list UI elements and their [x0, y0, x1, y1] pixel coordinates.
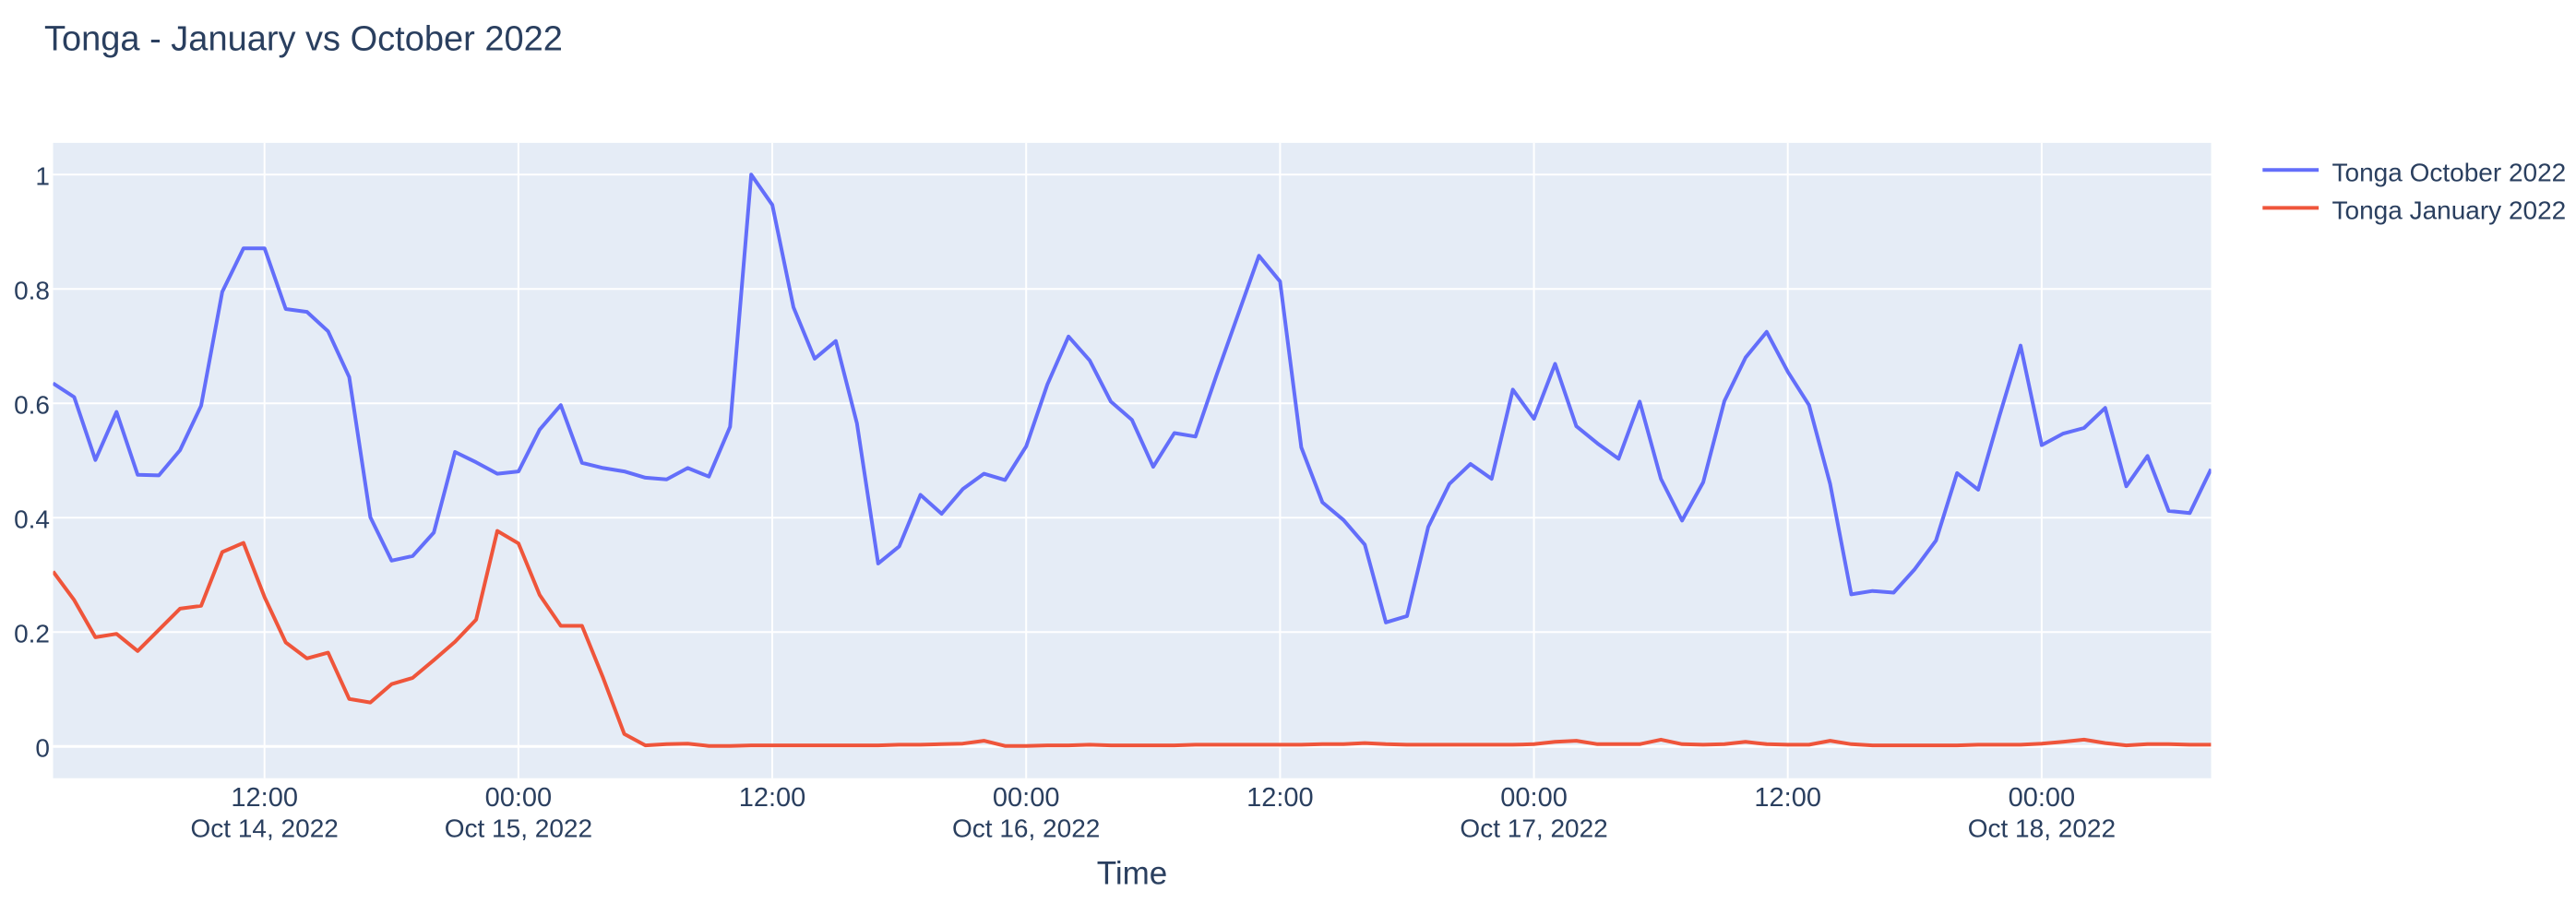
svg-text:12:00: 12:00 [1754, 783, 1821, 813]
svg-text:Oct 17, 2022: Oct 17, 2022 [1460, 814, 1607, 842]
svg-text:Oct 14, 2022: Oct 14, 2022 [191, 814, 339, 842]
svg-text:1: 1 [35, 161, 50, 190]
svg-text:Tonga - January vs October 202: Tonga - January vs October 2022 [44, 20, 563, 59]
svg-text:Tonga January 2022: Tonga January 2022 [2332, 196, 2567, 225]
svg-text:Oct 18, 2022: Oct 18, 2022 [1968, 814, 2116, 842]
svg-text:Time: Time [1097, 856, 1167, 892]
svg-text:12:00: 12:00 [231, 783, 298, 813]
svg-text:00:00: 00:00 [1500, 783, 1568, 813]
svg-text:00:00: 00:00 [993, 783, 1060, 813]
svg-text:00:00: 00:00 [485, 783, 553, 813]
svg-text:0: 0 [35, 733, 50, 762]
svg-text:12:00: 12:00 [739, 783, 806, 813]
svg-text:12:00: 12:00 [1246, 783, 1314, 813]
svg-text:00:00: 00:00 [2009, 783, 2076, 813]
svg-text:0.4: 0.4 [14, 505, 50, 533]
svg-text:Tonga October 2022: Tonga October 2022 [2332, 159, 2567, 187]
svg-text:0.2: 0.2 [14, 619, 50, 648]
svg-text:0.6: 0.6 [14, 390, 50, 419]
svg-text:0.8: 0.8 [14, 276, 50, 304]
svg-text:Oct 15, 2022: Oct 15, 2022 [445, 814, 592, 842]
svg-text:Oct 16, 2022: Oct 16, 2022 [952, 814, 1100, 842]
